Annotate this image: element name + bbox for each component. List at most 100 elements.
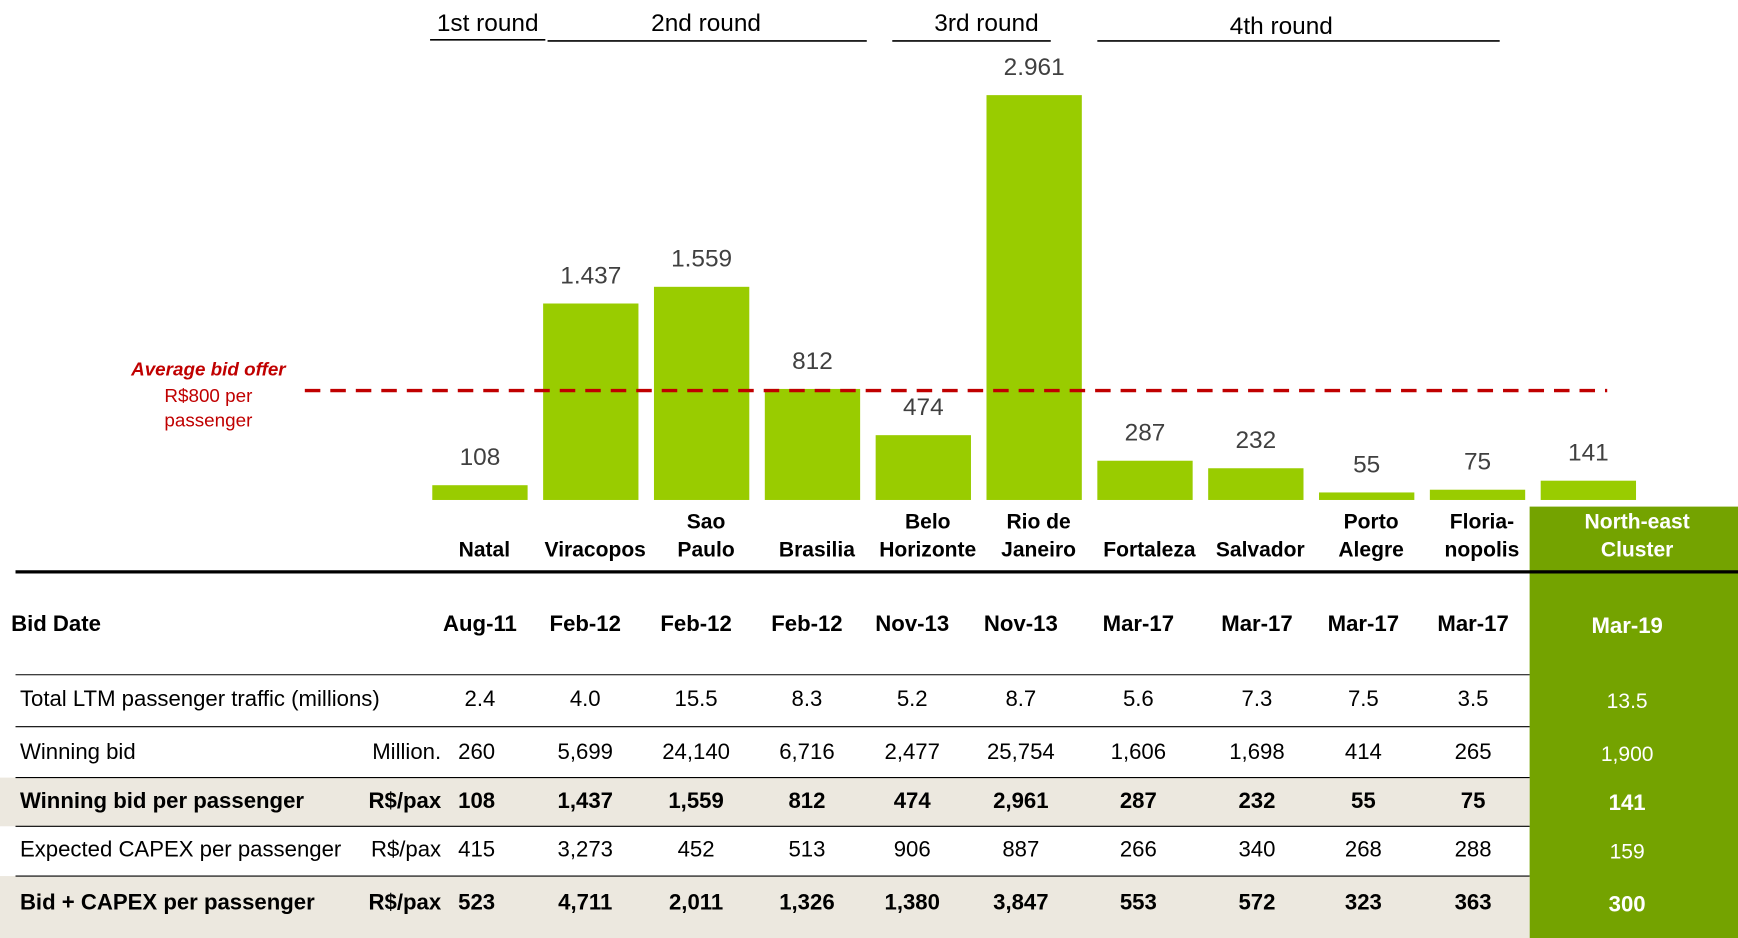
cell: 15.5 — [675, 686, 718, 711]
bar — [764, 388, 861, 500]
cell: 414 — [1345, 739, 1382, 764]
cluster-panel — [1529, 506, 1738, 938]
row-shade — [0, 777, 1530, 827]
cell: 5.2 — [897, 686, 928, 711]
cell: 108 — [458, 788, 495, 813]
category-label: Fortaleza — [1103, 538, 1196, 561]
cell: 363 — [1455, 890, 1492, 915]
row-label: Winning bid per passenger — [20, 788, 304, 813]
cell: 1,559 — [668, 788, 723, 813]
cell: Feb-12 — [550, 611, 621, 636]
cell: 452 — [678, 836, 715, 861]
cell: Mar-19 — [1591, 613, 1662, 638]
round-label: 3rd round — [934, 10, 1038, 37]
category-label: Sao Paulo — [677, 510, 734, 561]
category-label: Natal — [459, 538, 510, 561]
value-label: 474 — [903, 394, 944, 421]
cell: 288 — [1455, 836, 1492, 861]
cell: 513 — [788, 836, 825, 861]
row-label: Expected CAPEX per passenger — [20, 836, 341, 861]
cell: 1,900 — [1601, 743, 1654, 766]
cell: 260 — [458, 739, 495, 764]
cell: 7.5 — [1348, 686, 1379, 711]
cell: 8.3 — [792, 686, 823, 711]
bar — [875, 435, 971, 500]
bar — [1319, 492, 1415, 500]
category-label: Floria-nopolis — [1445, 510, 1520, 561]
cell: 1,326 — [779, 890, 834, 915]
category-label: Viracopos — [545, 538, 646, 561]
cell: 1,698 — [1229, 739, 1284, 764]
cell: Aug-11 — [443, 611, 517, 636]
cell: 232 — [1238, 788, 1275, 813]
value-label: 141 — [1568, 440, 1609, 467]
cell: 3,847 — [993, 890, 1048, 915]
round-label: 2nd round — [651, 10, 761, 37]
cell: Feb-12 — [660, 611, 731, 636]
cell: 268 — [1345, 836, 1382, 861]
cell: 3.5 — [1458, 686, 1489, 711]
cell: 266 — [1120, 836, 1157, 861]
cell: 887 — [1002, 836, 1039, 861]
cell: 55 — [1351, 788, 1376, 813]
category-label: Rio de Janeiro — [1001, 510, 1076, 561]
cell: 13.5 — [1607, 690, 1648, 713]
cell: 75 — [1461, 788, 1486, 813]
cell: Feb-12 — [771, 611, 842, 636]
cell: 2,961 — [993, 788, 1048, 813]
bar — [432, 485, 528, 500]
cell: 523 — [458, 890, 495, 915]
row-label: Total LTM passenger traffic (millions) — [20, 686, 380, 711]
cell: 812 — [788, 788, 825, 813]
value-label: 75 — [1464, 449, 1491, 476]
cell: 8.7 — [1005, 686, 1036, 711]
row-label: Bid Date — [11, 611, 101, 636]
bar — [1097, 460, 1193, 500]
cell: 2,011 — [669, 890, 723, 915]
cell: 24,140 — [662, 739, 730, 764]
cell: 6,716 — [779, 739, 834, 764]
cell: 7.3 — [1242, 686, 1273, 711]
row-unit: R$/pax — [369, 890, 442, 915]
cell: 141 — [1609, 790, 1646, 815]
category-label: North-east Cluster — [1585, 510, 1690, 561]
cell: Nov-13 — [875, 611, 949, 636]
value-label: 1.437 — [560, 262, 621, 289]
round-label: 1st round — [437, 10, 539, 37]
row-label: Winning bid — [20, 739, 136, 764]
cell: 159 — [1610, 840, 1645, 863]
cell: 415 — [458, 836, 495, 861]
cell: 4.0 — [570, 686, 601, 711]
cell: Nov-13 — [984, 611, 1058, 636]
reference-title: Average bid offer — [130, 359, 287, 380]
category-label: Salvador — [1216, 538, 1305, 561]
cell: 2.4 — [465, 686, 496, 711]
cell: 2,477 — [885, 739, 940, 764]
cell: 25,754 — [987, 739, 1055, 764]
row-unit: R$/pax — [369, 788, 442, 813]
reference-label: R$800 per passenger — [164, 385, 252, 430]
cell: 553 — [1120, 890, 1157, 915]
cell: 3,273 — [558, 836, 613, 861]
row-label: Bid + CAPEX per passenger — [20, 890, 315, 915]
cell: 5,699 — [558, 739, 613, 764]
cell: 323 — [1345, 890, 1382, 915]
value-label: 108 — [460, 444, 501, 471]
cell: 1,380 — [885, 890, 940, 915]
value-label: 1.559 — [671, 246, 732, 273]
cell: 287 — [1120, 788, 1157, 813]
cell: 340 — [1238, 836, 1275, 861]
round-label: 4th round — [1230, 13, 1333, 40]
bar — [1429, 489, 1526, 500]
cell: Mar-17 — [1221, 611, 1292, 636]
category-label: Belo Horizonte — [879, 510, 976, 561]
cell: 4,711 — [558, 890, 612, 915]
cell: Mar-17 — [1328, 611, 1399, 636]
cell: Mar-17 — [1437, 611, 1508, 636]
bar — [1540, 480, 1637, 500]
value-label: 232 — [1235, 427, 1276, 454]
value-label: 55 — [1353, 451, 1380, 478]
value-label: 2.961 — [1004, 54, 1065, 81]
row-unit: Million. — [372, 739, 441, 764]
